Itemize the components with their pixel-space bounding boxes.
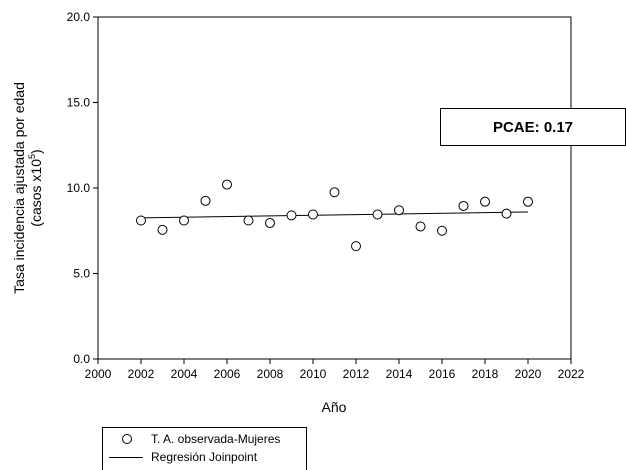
data-point <box>437 225 447 236</box>
data-point <box>179 215 189 226</box>
data-point <box>265 218 275 229</box>
legend: T. A. observada-Mujeres Regresión Joinpo… <box>102 427 307 470</box>
y-axis-title: Tasa incidencia ajustada por edad <box>11 82 27 294</box>
regression-line <box>140 211 529 219</box>
data-point <box>308 209 318 220</box>
y-tick-label: 20.0 <box>67 10 91 24</box>
data-point <box>523 196 533 207</box>
x-tick-label: 2014 <box>386 367 413 381</box>
data-point <box>136 215 146 226</box>
data-point <box>501 208 512 219</box>
x-tick-label: 2002 <box>128 367 155 381</box>
data-point <box>394 205 404 216</box>
x-tick-label: 2016 <box>429 367 456 381</box>
y-tick-label: 15.0 <box>67 96 91 110</box>
legend-label-observed: T. A. observada-Mujeres <box>151 432 281 446</box>
legend-item-observed: T. A. observada-Mujeres <box>103 430 280 448</box>
x-tick-label: 2000 <box>85 367 112 381</box>
y-axis-title-line2: (casos x10 <box>28 159 44 227</box>
pcae-annotation-box: PCAE: 0.17 <box>440 108 626 146</box>
circle-marker-icon <box>103 430 151 448</box>
line-marker-icon <box>103 448 151 466</box>
pcae-value: 0.17 <box>543 118 574 136</box>
y-axis-title-superscript: 5 <box>27 154 37 159</box>
x-tick-label: 2022 <box>558 367 585 381</box>
data-point <box>243 215 254 226</box>
y-axis-title-close: ) <box>28 149 44 154</box>
data-point <box>286 210 297 221</box>
data-point <box>222 179 232 190</box>
pcae-label: PCAE: <box>492 118 540 136</box>
y-tick-label: 0.0 <box>73 352 90 366</box>
x-tick-label: 2004 <box>171 367 198 381</box>
y-axis-subtitle: (casos x105) <box>27 149 44 226</box>
data-point <box>415 221 426 232</box>
data-point <box>329 187 340 198</box>
data-point <box>480 196 490 207</box>
y-tick-label: 10.0 <box>67 181 91 195</box>
y-axis-title-line1: Tasa incidencia ajustada por edad <box>11 82 27 294</box>
x-tick-label: 2020 <box>515 367 542 381</box>
data-point <box>157 224 168 235</box>
data-point <box>351 241 361 252</box>
x-tick-label: 2012 <box>343 367 370 381</box>
data-point <box>458 200 469 211</box>
scatter-points <box>136 179 533 252</box>
x-axis-title: Año <box>322 399 347 415</box>
y-axis: 0.0 5.0 10.0 15.0 20.0 <box>67 10 98 366</box>
data-point <box>372 209 383 220</box>
x-tick-label: 2006 <box>214 367 241 381</box>
y-tick-label: 5.0 <box>73 267 90 281</box>
x-tick-label: 2010 <box>300 367 327 381</box>
regression-line-group <box>140 211 529 219</box>
data-point <box>200 195 211 206</box>
x-axis: 2000 2002 2004 2006 2008 2010 2012 2014 2016 2018… <box>85 359 585 381</box>
x-tick-label: 2018 <box>472 367 499 381</box>
x-tick-label: 2008 <box>257 367 284 381</box>
legend-label-regression: Regresión Joinpoint <box>151 450 258 464</box>
legend-item-regression: Regresión Joinpoint <box>103 448 257 466</box>
